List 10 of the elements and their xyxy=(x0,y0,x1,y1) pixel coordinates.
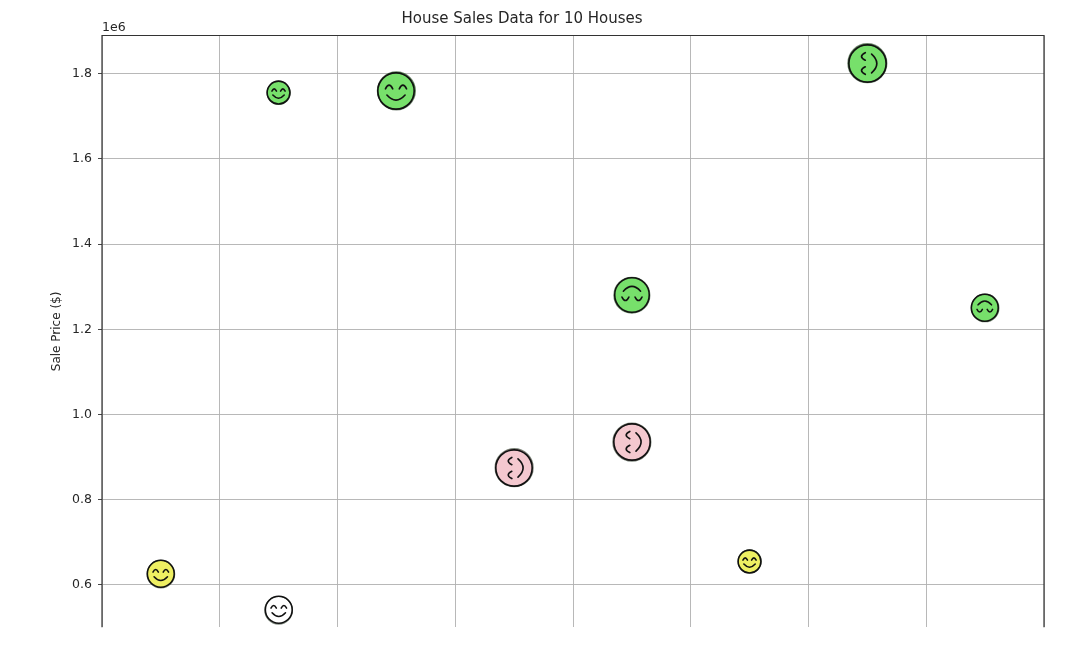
y-tick-label: 1.2 xyxy=(72,320,92,336)
y-tick-label: 1.8 xyxy=(72,65,93,81)
text: 1e6 xyxy=(102,18,126,34)
chart-title: House Sales Data for 10 Houses xyxy=(401,8,643,27)
y-tick-label: 1.4 xyxy=(72,235,93,251)
y-tick-label: 1.6 xyxy=(72,150,93,166)
y-tick-label: 0.8 xyxy=(72,490,93,506)
y-tick-label: 0.6 xyxy=(72,575,93,591)
y-tick-label: 1.0 xyxy=(72,405,93,421)
y-axis-title: Sale Price ($) xyxy=(49,291,64,372)
